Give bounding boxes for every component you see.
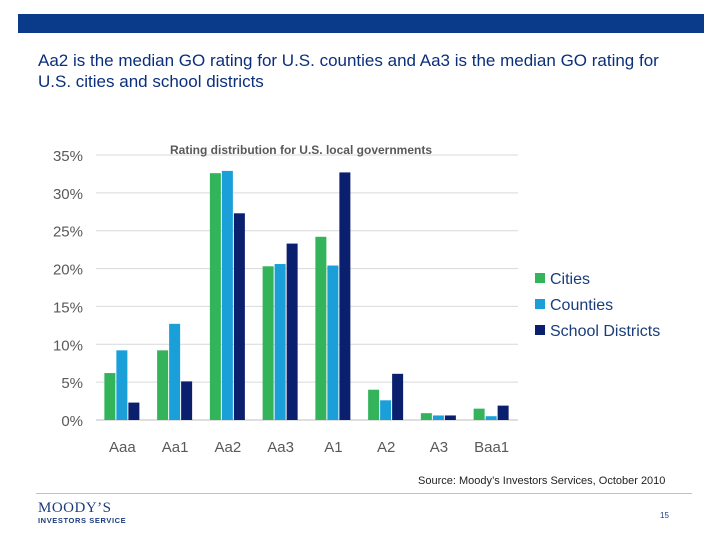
y-tick-label: 30% <box>53 186 83 203</box>
page-number: 15 <box>660 511 669 520</box>
legend-swatch <box>535 273 545 283</box>
x-tick-label: Aa3 <box>267 439 294 456</box>
x-tick-label: A2 <box>377 439 395 456</box>
legend-label: School Districts <box>550 323 660 340</box>
top-brand-bar <box>18 14 704 33</box>
bar-counties <box>327 265 339 420</box>
x-tick-label: A3 <box>430 439 448 456</box>
bar-counties <box>380 400 392 420</box>
bar-counties <box>116 350 128 420</box>
bar-school-districts <box>392 373 404 420</box>
bar-cities <box>209 173 221 420</box>
y-tick-label: 25% <box>53 224 83 241</box>
legend-swatch <box>535 299 545 309</box>
legend-label: Counties <box>550 297 613 314</box>
bar-school-districts <box>444 415 456 420</box>
x-tick-label: A1 <box>324 439 342 456</box>
bar-school-districts <box>339 172 351 420</box>
moodys-logo: MOODY’S INVESTORS SERVICE <box>38 500 126 525</box>
bar-cities <box>420 413 432 420</box>
y-tick-label: 5% <box>61 375 83 392</box>
y-tick-label: 0% <box>61 413 83 430</box>
y-tick-label: 10% <box>53 337 83 354</box>
logo-sub-text: INVESTORS SERVICE <box>38 516 127 525</box>
rating-distribution-chart: 0% 5% 10% 15% 20% 25% 30% 35% Aaa Aa1 Aa2 Aa3 A1 A2 A3… <box>53 143 660 456</box>
y-tick-label: 15% <box>53 299 83 316</box>
x-tick-label: Baa1 <box>474 439 509 456</box>
chart-title: Rating distribution for U.S. local gover… <box>170 143 432 157</box>
bar-counties <box>221 170 233 420</box>
bar-school-districts <box>128 402 140 420</box>
bar-school-districts <box>181 381 193 420</box>
bar-school-districts <box>286 243 298 420</box>
bar-cities <box>157 350 169 420</box>
x-tick-label: Aa2 <box>215 439 242 456</box>
x-tick-label: Aa1 <box>162 439 189 456</box>
y-tick-label: 35% <box>53 148 83 165</box>
bar-school-districts <box>233 213 245 420</box>
bar-cities <box>262 266 274 420</box>
chart-bars <box>104 170 509 420</box>
slide-headline: Aa2 is the median GO rating for U.S. cou… <box>38 51 659 91</box>
logo-main-text: MOODY’S <box>38 500 112 516</box>
bar-counties <box>169 323 181 420</box>
legend-swatch <box>535 325 545 335</box>
bar-cities <box>104 373 116 420</box>
y-tick-label: 20% <box>53 262 83 279</box>
chart-labels: 0% 5% 10% 15% 20% 25% 30% 35% Aaa Aa1 Aa2 Aa3 A1 A2 A3… <box>53 143 509 456</box>
bar-counties <box>274 264 286 420</box>
footer-divider <box>36 493 692 494</box>
bar-school-districts <box>497 405 509 420</box>
bar-cities <box>368 389 380 420</box>
chart-legend: Cities Counties School Districts <box>535 271 660 340</box>
bar-cities <box>315 236 327 420</box>
legend-label: Cities <box>550 271 590 288</box>
source-note: Source: Moody’s Investors Services, Octo… <box>418 475 666 487</box>
x-tick-label: Aaa <box>109 439 136 456</box>
bar-cities <box>473 408 485 420</box>
bar-counties <box>432 415 444 420</box>
bar-counties <box>485 416 497 420</box>
